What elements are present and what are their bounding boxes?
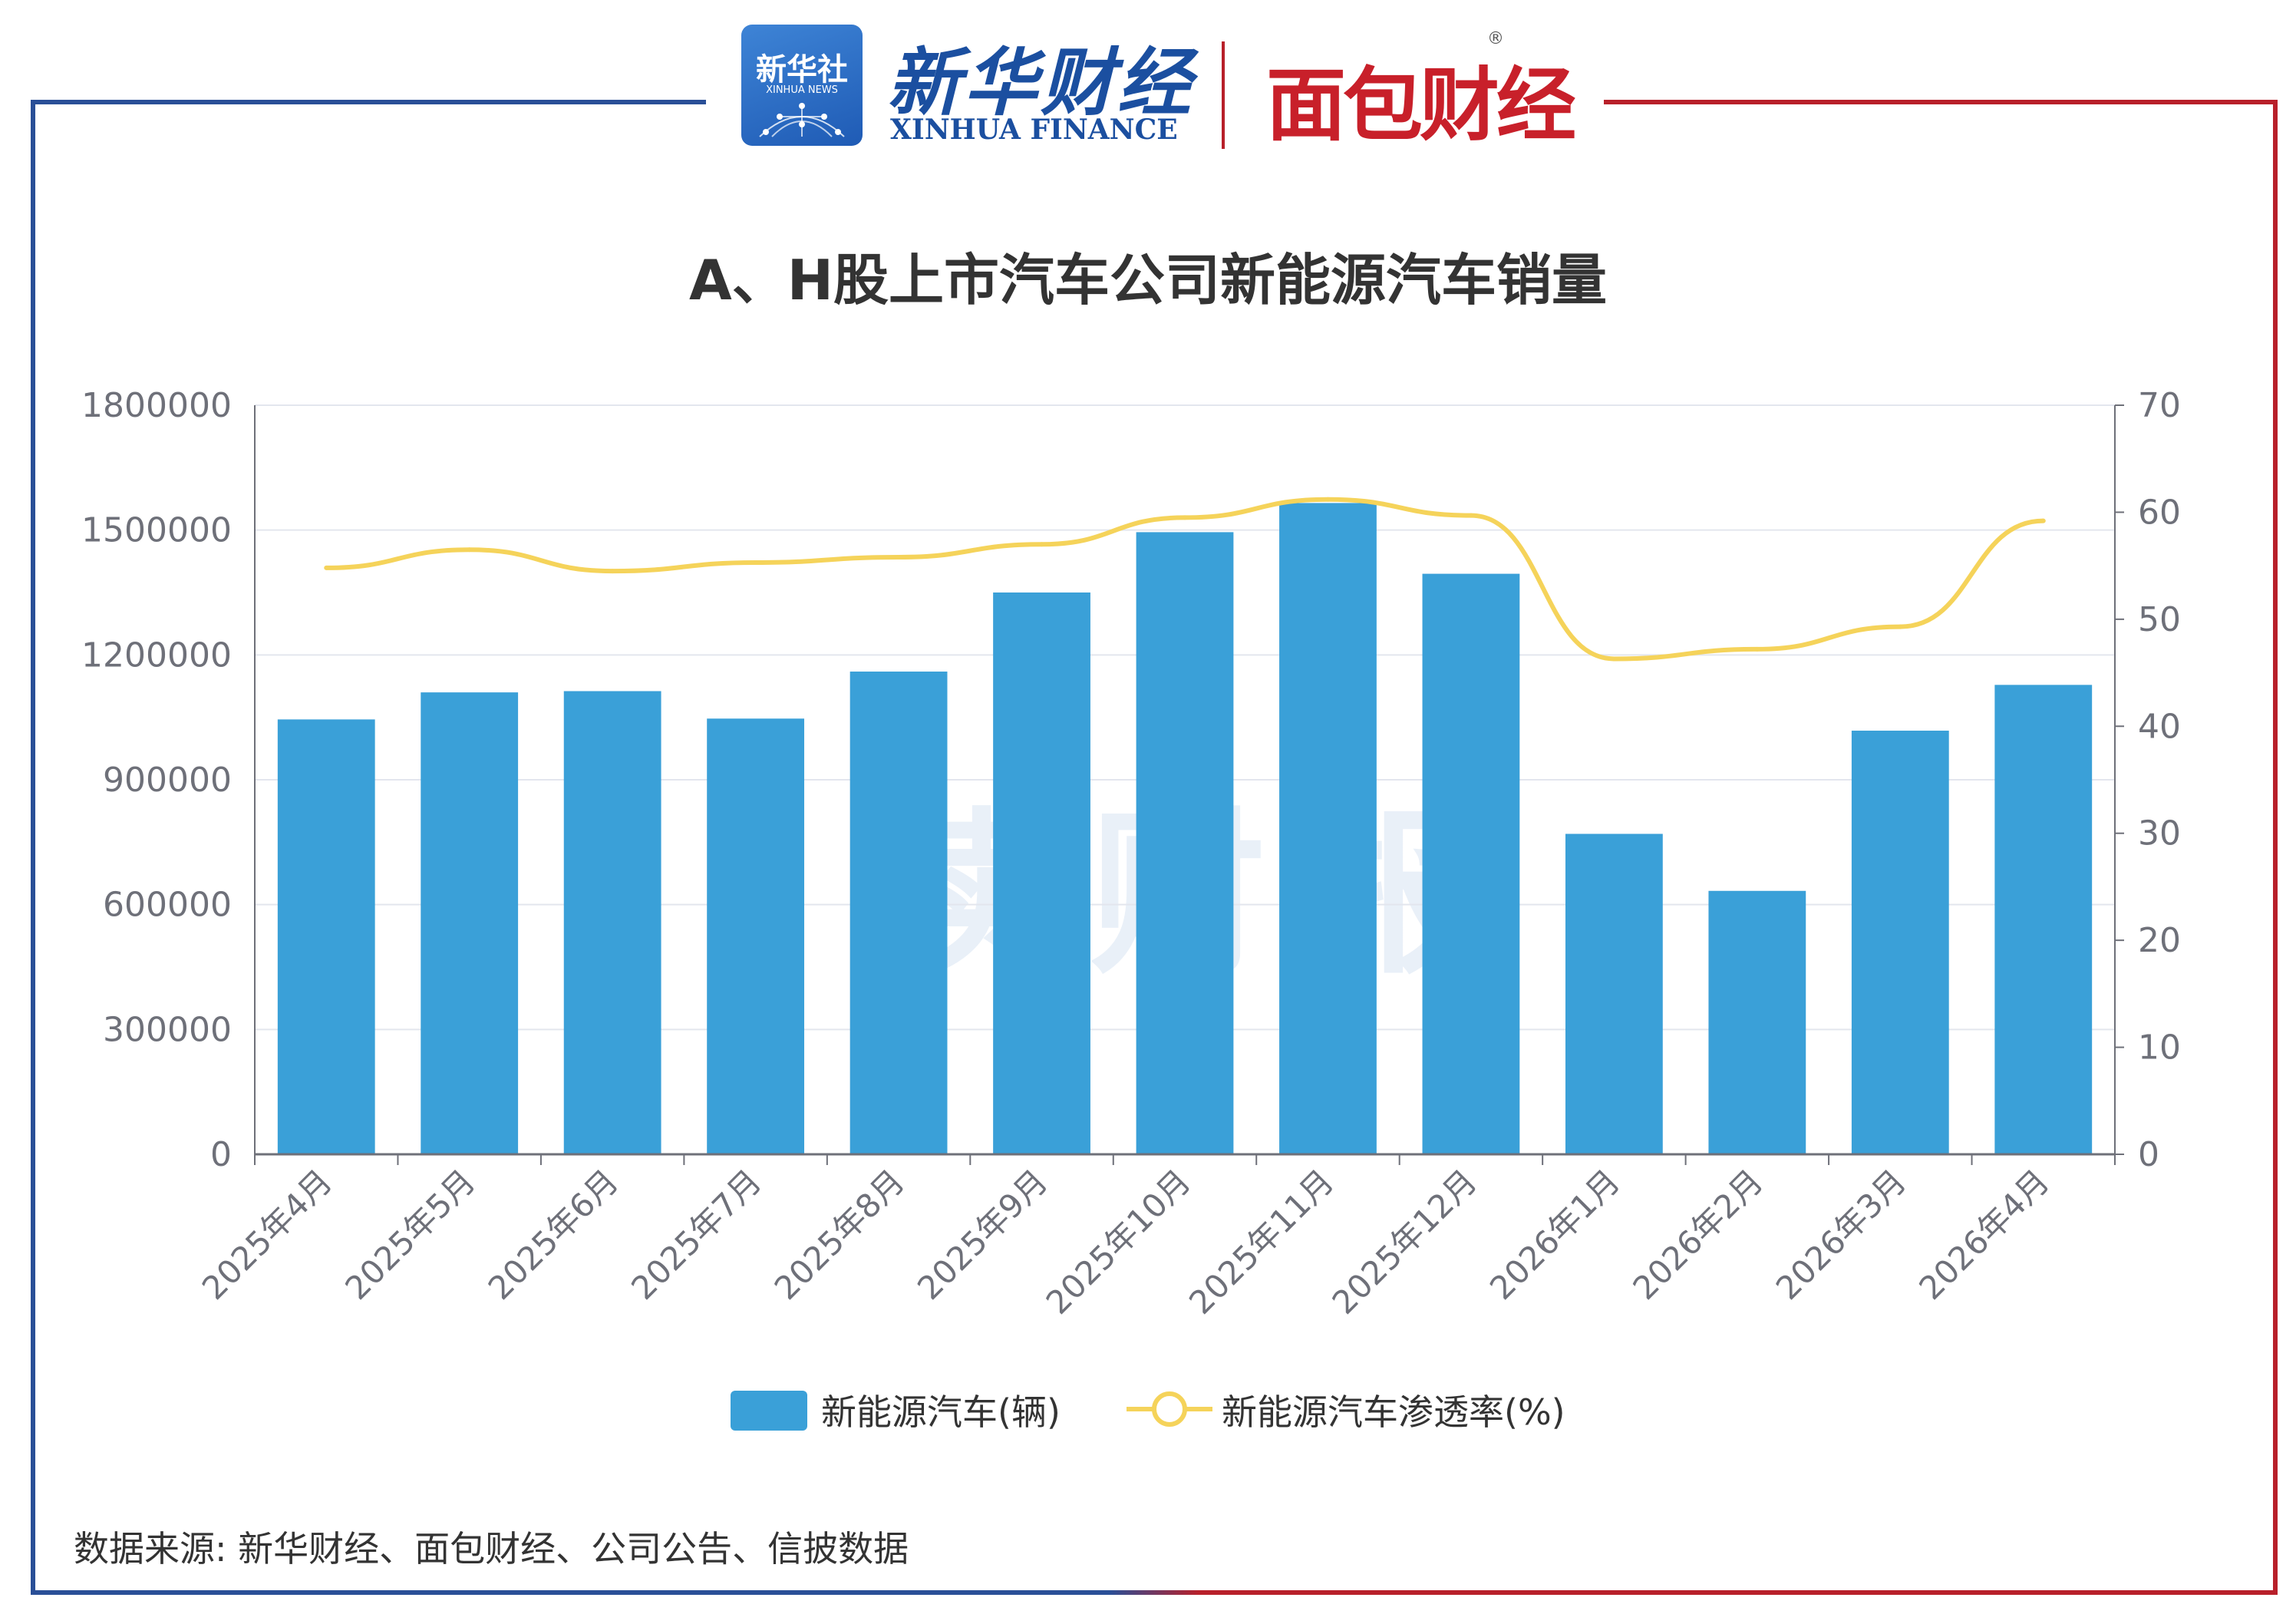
line-point-2025年11月 bbox=[1325, 497, 1331, 502]
left-tick-label: 1500000 bbox=[81, 511, 232, 550]
x-tick-label: 2026年1月 bbox=[1483, 1162, 1628, 1307]
bar-2026年4月 bbox=[1994, 685, 2093, 1154]
x-tick-label: 2025年4月 bbox=[195, 1162, 340, 1307]
x-tick-label: 2026年2月 bbox=[1625, 1162, 1770, 1307]
frame-top-left-border bbox=[31, 100, 706, 104]
left-tick-label: 300000 bbox=[103, 1010, 232, 1049]
left-tick-label: 1200000 bbox=[81, 635, 232, 675]
bar-2025年8月 bbox=[849, 672, 948, 1154]
bar-2025年12月 bbox=[1422, 573, 1520, 1154]
mianbao-finance-logo: 面包财经 bbox=[1266, 58, 1576, 152]
bar-2025年9月 bbox=[993, 592, 1090, 1154]
right-axis-ticks: 0 10 20 30 40 50 60 70 bbox=[2115, 386, 2181, 1174]
right-tick-label: 60 bbox=[2138, 493, 2181, 532]
frame-right-border bbox=[2273, 100, 2278, 1595]
x-tick-label: 2025年7月 bbox=[624, 1162, 769, 1307]
frame-bottom-border bbox=[31, 1590, 2278, 1595]
right-tick-label: 30 bbox=[2138, 814, 2181, 853]
x-tick-label: 2025年8月 bbox=[767, 1162, 912, 1307]
frame-top-right-border bbox=[1604, 100, 2278, 104]
line-point-2025年12月 bbox=[1468, 513, 1473, 518]
right-tick-label: 40 bbox=[2138, 707, 2181, 746]
registered-mark: ® bbox=[1487, 29, 1504, 48]
legend-bar-label[interactable]: 新能源汽车(辆) bbox=[821, 1391, 1061, 1433]
line-point-2025年8月 bbox=[896, 554, 902, 559]
x-tick-label: 2025年6月 bbox=[481, 1162, 626, 1307]
frame-left-border bbox=[31, 100, 35, 1595]
line-point-2025年9月 bbox=[1039, 542, 1044, 547]
x-tick-label: 2025年5月 bbox=[338, 1162, 483, 1307]
line-point-2025年7月 bbox=[753, 559, 758, 565]
legend: 新能源汽车(辆) 新能源汽车渗透率(%) bbox=[0, 1381, 2296, 1435]
legend-line-label[interactable]: 新能源汽车渗透率(%) bbox=[1222, 1391, 1565, 1433]
x-tick-label: 2026年4月 bbox=[1912, 1162, 2057, 1307]
right-tick-label: 50 bbox=[2138, 600, 2181, 639]
legend-line-swatch[interactable] bbox=[1127, 1386, 1212, 1432]
bar-2026年1月 bbox=[1565, 833, 1663, 1154]
left-tick-label: 1800000 bbox=[81, 386, 232, 425]
bar-2025年7月 bbox=[707, 718, 805, 1154]
xinhua-news-logo: 新华社 XINHUA NEWS bbox=[741, 25, 863, 146]
right-tick-label: 20 bbox=[2138, 921, 2181, 960]
xinhua-badge-text: 新华社 bbox=[756, 52, 848, 87]
right-tick-label: 0 bbox=[2138, 1135, 2159, 1174]
xinhua-finance-logo-text: 新华财经 bbox=[887, 39, 1194, 126]
x-tick-label: 2025年10月 bbox=[1039, 1162, 1198, 1321]
x-axis-ticks: 2025年4月2025年5月2025年6月2025年7月2025年8月2025年… bbox=[195, 1154, 2116, 1322]
bar-2026年3月 bbox=[1851, 731, 1949, 1154]
chart-title: A、H股上市汽车公司新能源汽车销量 bbox=[689, 248, 1607, 312]
x-tick-label: 2025年9月 bbox=[910, 1162, 1055, 1307]
logo-divider bbox=[1222, 41, 1225, 149]
left-tick-label: 600000 bbox=[103, 886, 232, 925]
xinhua-badge-subtext: XINHUA NEWS bbox=[766, 84, 838, 96]
xinhua-finance-logo-subtext: XINHUA FINANCE bbox=[890, 114, 1178, 146]
network-globe-icon bbox=[759, 103, 845, 137]
axes bbox=[254, 405, 2116, 1156]
penetration-rate-line bbox=[326, 497, 2044, 662]
line-series bbox=[324, 497, 2046, 662]
line-point-2025年10月 bbox=[1183, 515, 1187, 520]
line-point-2026年2月 bbox=[1754, 646, 1760, 652]
left-tick-label: 0 bbox=[210, 1135, 232, 1174]
bar-2025年11月 bbox=[1279, 503, 1377, 1154]
line-point-2026年3月 bbox=[1898, 624, 1903, 629]
source-note: 数据来源: 新华财经、面包财经、公司公告、信披数据 bbox=[74, 1528, 909, 1570]
left-tick-label: 900000 bbox=[103, 761, 232, 800]
header-logos: 新华社 XINHUA NEWS 新华财经 XINHUA FINANCE 面包财经… bbox=[737, 18, 1588, 157]
bar-2026年2月 bbox=[1708, 890, 1806, 1154]
bar-2025年10月 bbox=[1136, 532, 1234, 1154]
line-point-2025年5月 bbox=[467, 547, 472, 553]
x-tick-label: 2026年3月 bbox=[1769, 1162, 1914, 1307]
right-tick-label: 70 bbox=[2138, 386, 2181, 425]
line-point-2026年1月 bbox=[1611, 656, 1617, 662]
bar-series bbox=[277, 503, 2093, 1154]
bar-2025年4月 bbox=[277, 719, 375, 1154]
line-point-2025年4月 bbox=[324, 565, 329, 570]
legend-bar-swatch[interactable] bbox=[731, 1391, 807, 1431]
line-point-2026年4月 bbox=[2040, 518, 2046, 523]
right-tick-label: 10 bbox=[2138, 1028, 2181, 1068]
x-tick-label: 2025年12月 bbox=[1325, 1162, 1484, 1321]
bar-2025年5月 bbox=[421, 692, 519, 1154]
line-point-2025年6月 bbox=[610, 569, 615, 574]
left-axis-ticks: 0 300000 600000 900000 1200000 1500000 1800000 bbox=[81, 386, 232, 1174]
x-tick-label: 2025年11月 bbox=[1182, 1162, 1341, 1321]
bar-2025年6月 bbox=[563, 691, 661, 1154]
